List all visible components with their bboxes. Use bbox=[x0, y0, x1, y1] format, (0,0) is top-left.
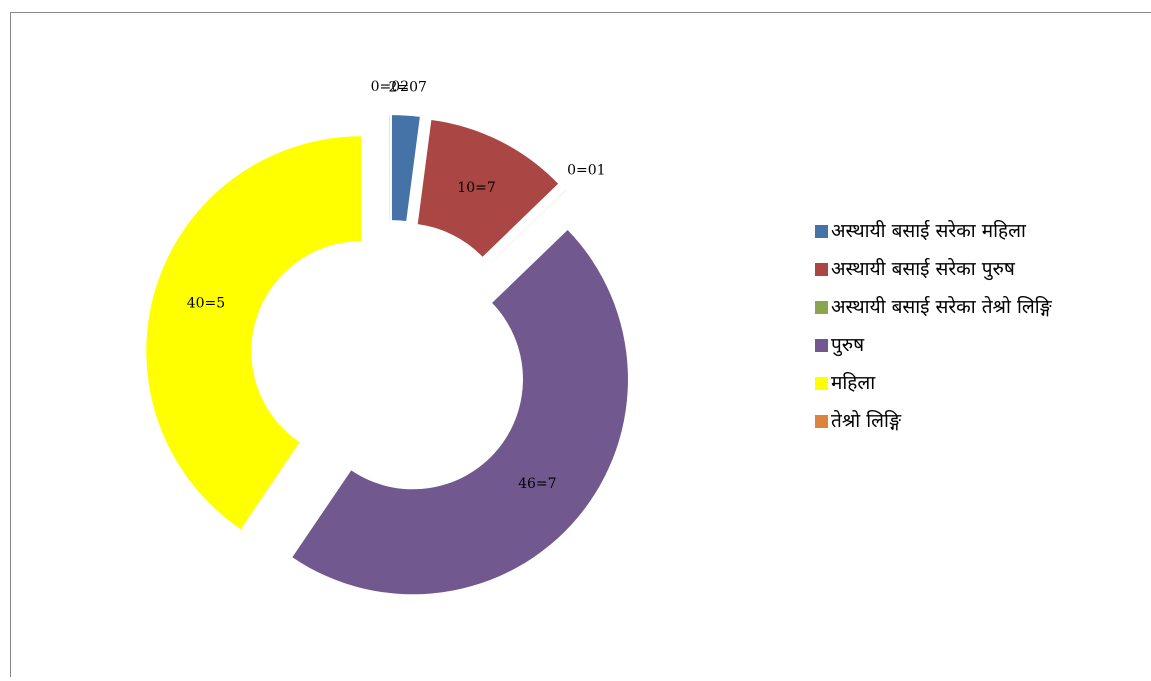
data-label: 10=7 bbox=[457, 180, 495, 196]
donut-slice bbox=[392, 115, 420, 221]
legend-swatch bbox=[815, 339, 828, 352]
legend-swatch bbox=[815, 263, 828, 276]
legend-swatch bbox=[815, 225, 828, 238]
data-label: 0=02 bbox=[371, 79, 409, 95]
data-label: 40=5 bbox=[187, 296, 225, 312]
legend-label: पुरुष bbox=[831, 334, 865, 357]
donut-slice bbox=[146, 136, 361, 529]
data-label: 46=7 bbox=[518, 476, 556, 492]
legend: अस्थायी बसाई सरेका महिला अस्थायी बसाई सरे… bbox=[815, 219, 1053, 432]
legend-label: तेश्रो लिङ्गि bbox=[831, 409, 902, 432]
legend-label: महिला bbox=[831, 371, 876, 394]
donut-slice bbox=[292, 230, 628, 594]
legend-label: अस्थायी बसाई सरेका पुरुष bbox=[831, 257, 1016, 281]
legend-label: अस्थायी बसाई सरेका महिला bbox=[831, 219, 1027, 242]
legend-swatch bbox=[815, 301, 828, 314]
legend-swatch bbox=[815, 415, 828, 428]
legend-swatch bbox=[815, 377, 828, 390]
data-label: 0=01 bbox=[567, 162, 605, 178]
legend-label: अस्थायी बसाई सरेका तेश्रो लिङ्गि bbox=[831, 295, 1053, 318]
